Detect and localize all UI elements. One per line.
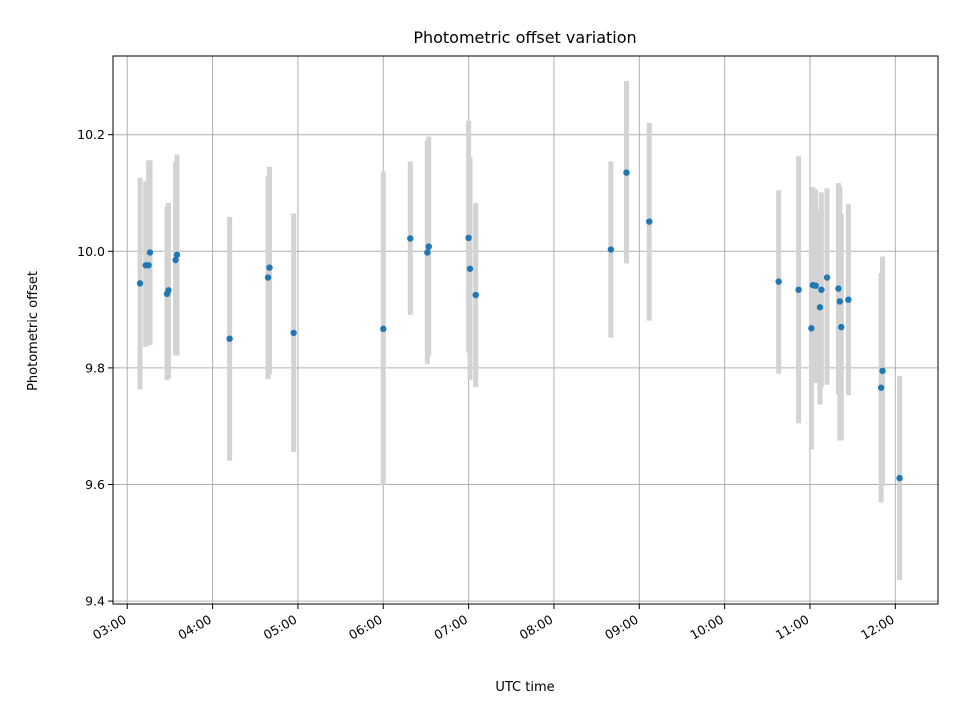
grid-lines <box>113 56 938 604</box>
y-tick-label: 10.2 <box>77 127 105 142</box>
data-point <box>816 304 824 311</box>
data-point <box>172 256 179 264</box>
data-point <box>896 474 903 482</box>
data-point <box>879 367 886 375</box>
data-point <box>407 235 414 242</box>
data-point <box>775 278 782 285</box>
y-tick-label: 9.4 <box>85 594 105 609</box>
data-point <box>264 274 272 281</box>
data-point <box>380 325 387 333</box>
data-point <box>835 285 842 292</box>
data-point <box>466 265 474 272</box>
y-tick-label: 9.8 <box>85 360 105 375</box>
chart-title: Photometric offset variation <box>413 28 636 47</box>
data-point <box>877 384 885 391</box>
data-point <box>812 282 819 289</box>
data-point <box>290 329 297 337</box>
data-point <box>472 291 479 299</box>
data-point <box>623 169 630 176</box>
data-point <box>425 243 432 250</box>
data-point <box>424 249 431 256</box>
data-point <box>145 262 152 269</box>
y-axis-label: Photometric offset <box>26 271 41 391</box>
data-point <box>795 286 802 293</box>
y-tick-label: 9.6 <box>85 477 105 492</box>
data-point <box>646 218 653 225</box>
data-point <box>836 298 844 305</box>
data-point <box>818 286 825 293</box>
x-axis-label: UTC time <box>495 680 554 695</box>
y-tick-label: 10.0 <box>77 244 105 259</box>
y-axis-ticks: 9.4 9.6 9.8 10.0 10.2 <box>77 127 113 609</box>
data-point <box>136 280 144 287</box>
data-point <box>165 287 172 294</box>
data-point <box>845 296 852 303</box>
data-point <box>823 274 831 281</box>
plot-frame <box>112 55 939 605</box>
data-point <box>146 249 154 256</box>
data-point <box>173 251 181 258</box>
data-point <box>465 234 472 242</box>
data-point <box>266 264 273 271</box>
data-point <box>226 335 233 342</box>
data-points <box>136 169 903 482</box>
data-point <box>808 325 815 332</box>
data-point <box>838 323 845 331</box>
data-point <box>607 246 615 253</box>
